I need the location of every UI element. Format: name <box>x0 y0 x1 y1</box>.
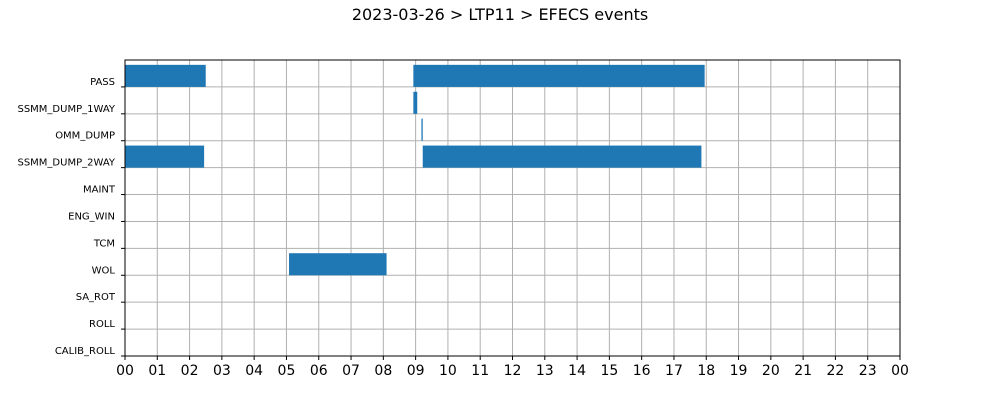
y-tick-label: ENG_WIN <box>68 211 115 222</box>
x-tick-label: 10 <box>439 363 457 379</box>
y-tick-label: SA_ROT <box>76 292 116 303</box>
x-tick-label: 01 <box>148 363 166 379</box>
x-tick-label: 00 <box>891 363 909 379</box>
event-bar <box>125 145 205 168</box>
x-tick-label: 21 <box>794 363 812 379</box>
x-tick-label: 07 <box>342 363 360 379</box>
event-bar <box>413 64 705 87</box>
y-tick-label: ROLL <box>89 319 115 330</box>
x-tick-label: 08 <box>374 363 392 379</box>
x-tick-label: 04 <box>245 363 263 379</box>
x-tick-label: 03 <box>213 363 231 379</box>
event-bar <box>413 91 418 114</box>
x-tick-label: 14 <box>568 363 586 379</box>
y-tick-label: SSMM_DUMP_2WAY <box>17 158 115 169</box>
y-tick-label: OMM_DUMP <box>55 131 115 142</box>
y-tick-label: SSMM_DUMP_1WAY <box>17 104 115 115</box>
grid-layer <box>124 60 901 357</box>
chart-title: 2023-03-26 > LTP11 > EFECS events <box>351 5 649 24</box>
event-bar <box>289 253 387 276</box>
y-tick-label: CALIB_ROLL <box>55 346 116 357</box>
x-tick-label: 16 <box>633 363 651 379</box>
event-bar <box>422 145 702 168</box>
y-tick-label: MAINT <box>83 185 116 196</box>
x-tick-label: 22 <box>827 363 845 379</box>
x-tick-label: 19 <box>730 363 748 379</box>
x-tick-label: 15 <box>600 363 618 379</box>
x-tick-label: 11 <box>471 363 489 379</box>
x-tick-label: 09 <box>407 363 425 379</box>
x-tick-label: 18 <box>697 363 715 379</box>
bar-layer <box>125 64 705 276</box>
x-tick-label: 02 <box>181 363 199 379</box>
x-tick-label: 06 <box>310 363 328 379</box>
x-tick-label: 12 <box>504 363 522 379</box>
y-tick-label: PASS <box>90 77 115 88</box>
x-tick-label: 05 <box>278 363 296 379</box>
y-tick-label: WOL <box>92 265 116 276</box>
y-tick-label: TCM <box>93 238 115 249</box>
x-tick-label: 13 <box>536 363 554 379</box>
x-tick-label: 17 <box>665 363 683 379</box>
event-bar <box>125 64 206 87</box>
x-tick-label: 00 <box>116 363 134 379</box>
axis-layer: 00 01 02 03 04 05 06 07 08 09 10 11 12 13 14 15 16 17 18 19… <box>17 59 909 379</box>
x-tick-label: 23 <box>859 363 877 379</box>
event-bar <box>421 118 423 141</box>
x-tick-label: 20 <box>762 363 780 379</box>
